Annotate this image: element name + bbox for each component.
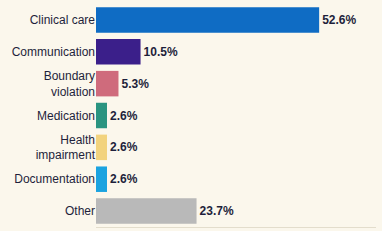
svg-text:Boundaryviolation: Boundaryviolation [44, 69, 95, 99]
svg-text:23.7%: 23.7% [200, 204, 234, 218]
svg-text:Healthimpairment: Healthimpairment [36, 133, 96, 163]
svg-text:5.3%: 5.3% [121, 77, 149, 91]
svg-text:Clinical care: Clinical care [30, 13, 96, 27]
svg-text:52.6%: 52.6% [322, 13, 356, 27]
svg-text:Medication: Medication [37, 109, 95, 123]
svg-text:2.6%: 2.6% [110, 172, 138, 186]
svg-text:Communication: Communication [12, 45, 95, 59]
svg-text:Documentation: Documentation [14, 172, 95, 186]
svg-text:2.6%: 2.6% [110, 140, 138, 154]
svg-text:Other: Other [65, 204, 95, 218]
svg-text:2.6%: 2.6% [110, 109, 138, 123]
svg-text:10.5%: 10.5% [144, 45, 178, 59]
